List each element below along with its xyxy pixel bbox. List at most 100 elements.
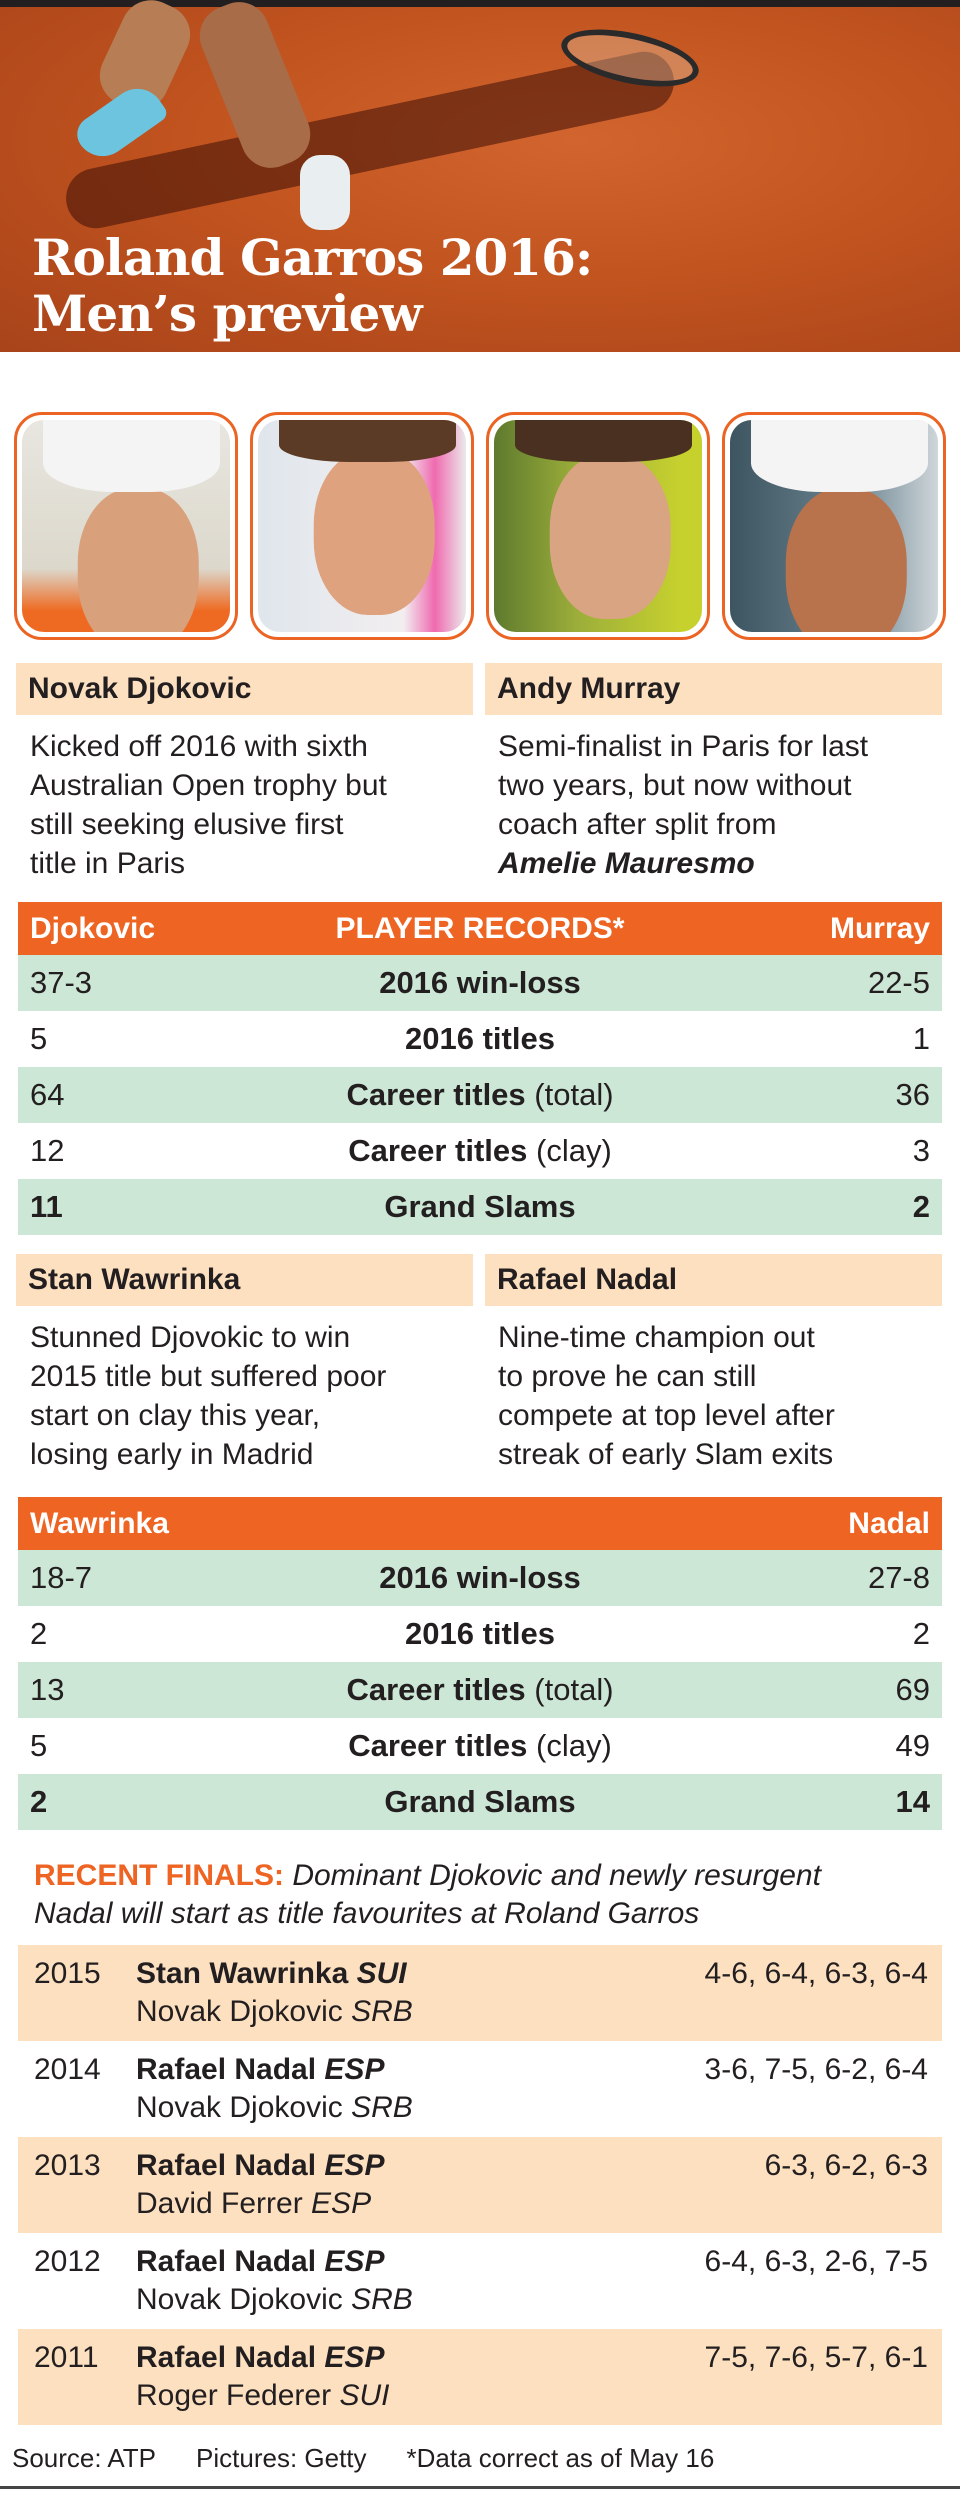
table-row: 12 Career titles (clay) 3 [18,1123,942,1179]
table-row: 37-3 2016 win-loss 22-5 [18,955,942,1011]
recent-finals-intro: RECENT FINALS: Dominant Djokovic and new… [34,1857,934,1933]
row-sublabel: (total) [525,1672,614,1707]
recent-finals-label: RECENT FINALS: [34,1859,284,1892]
final-score: 3-6, 7-5, 6-2, 6-4 [704,2053,928,2086]
left-value: 13 [30,1672,65,1707]
recent-finals-text: Dominant Djokovic and newly resurgent [284,1859,821,1892]
photo-djokovic [14,412,238,640]
top-bar [0,0,960,7]
left-value: 5 [30,1021,48,1056]
desc-line: compete at top level after [498,1399,835,1432]
player-desc-nadal: Nine-time champion out to prove he can s… [498,1318,835,1474]
loser-name: Roger Federer [136,2379,332,2412]
footer: Source: ATP Pictures: Getty *Data correc… [12,2443,714,2474]
header-title: PLAYER RECORDS* [335,911,625,945]
final-winner: Rafael Nadal ESP [136,2053,384,2087]
data-note: *Data correct as of May 16 [406,2443,715,2473]
left-value: 2 [30,1784,48,1819]
row-label: Grand Slams [384,1784,576,1819]
row-label: 2016 win-loss [379,965,581,1000]
pictures-credit: Pictures: Getty [196,2443,367,2473]
winner-country: ESP [324,2341,385,2374]
player-photos [14,412,946,640]
desc-line: Nine-time champion out [498,1321,815,1354]
loser-name: Novak Djokovic [136,2091,343,2124]
final-score: 7-5, 7-6, 5-7, 6-1 [704,2341,928,2374]
final-row: 2012 Rafael Nadal ESP Novak Djokovic SRB 6-… [18,2233,942,2329]
winner-country: ESP [324,2149,385,2182]
winner-name: Rafael Nadal [136,2053,317,2086]
desc-line: coach after split from [498,808,777,841]
player-desc-wawrinka: Stunned Djovokic to win 2015 title but s… [30,1318,386,1474]
desc-line: Australian Open trophy but [30,769,387,802]
records-header: Wawrinka Nadal [18,1497,942,1550]
table-row: 2 2016 titles 2 [18,1606,942,1662]
final-runner-up: Novak Djokovic SRB [136,2091,413,2125]
left-value: 37-3 [30,965,93,1000]
recent-finals-text: Nadal will start as title favourites at … [34,1897,700,1930]
right-value: 1 [912,1021,930,1056]
final-row: 2013 Rafael Nadal ESP David Ferrer ESP 6-3,… [18,2137,942,2233]
right-value: 27-8 [867,1560,930,1595]
player-records-table-1: Djokovic PLAYER RECORDS* Murray 37-3 2016… [18,902,942,1235]
left-value: 18-7 [30,1560,93,1595]
title-line: Men’s preview [32,284,423,343]
desc-line: losing early in Madrid [30,1438,314,1471]
final-winner: Rafael Nadal ESP [136,2149,384,2183]
winner-name: Stan Wawrinka [136,1957,349,1990]
table-row: 64 Career titles (total) 36 [18,1067,942,1123]
final-score: 4-6, 6-4, 6-3, 6-4 [704,1957,928,1990]
desc-line: to prove he can still [498,1360,757,1393]
table-row: 2 Grand Slams 14 [18,1774,942,1830]
player-name-wawrinka: Stan Wawrinka [16,1254,473,1306]
right-value: 3 [912,1133,930,1168]
row-label: 2016 win-loss [379,1560,581,1595]
loser-country: ESP [311,2187,372,2220]
table-row: 18-7 2016 win-loss 27-8 [18,1550,942,1606]
right-value: 22-5 [867,965,930,1000]
right-value: 36 [895,1077,930,1112]
final-winner: Rafael Nadal ESP [136,2245,384,2279]
header-right: Nadal [848,1506,930,1540]
photo-nadal [722,412,946,640]
winner-name: Rafael Nadal [136,2245,317,2278]
records-header: Djokovic PLAYER RECORDS* Murray [18,902,942,955]
photo-murray [250,412,474,640]
final-score: 6-4, 6-3, 2-6, 7-5 [704,2245,928,2278]
left-value: 2 [30,1616,48,1651]
player-records-table-2: Wawrinka Nadal 18-7 2016 win-loss 27-8 2 20… [18,1497,942,1830]
left-value: 5 [30,1728,48,1763]
desc-line: streak of early Slam exits [498,1438,834,1471]
row-label: Grand Slams [384,1189,576,1224]
player-shoe [300,155,350,230]
desc-line: Stunned Djovokic to win [30,1321,351,1354]
loser-name: David Ferrer [136,2187,303,2220]
final-runner-up: Novak Djokovic SRB [136,1995,413,2029]
row-label: 2016 titles [405,1021,555,1056]
right-value: 14 [895,1784,930,1819]
title-line: Roland Garros 2016: [32,228,593,287]
left-value: 64 [30,1077,65,1112]
desc-line: still seeking elusive first [30,808,344,841]
final-row: 2011 Rafael Nadal ESP Roger Federer SUI 7-5… [18,2329,942,2425]
player-desc-djokovic: Kicked off 2016 with sixth Australian Op… [30,727,387,883]
recent-finals-list: 2015 Stan Wawrinka SUI Novak Djokovic SRB 4… [18,1945,942,2425]
desc-line: 2015 title but suffered poor [30,1360,387,1393]
desc-line: Semi-finalist in Paris for last [498,730,869,763]
winner-name: Rafael Nadal [136,2341,317,2374]
left-value: 11 [30,1189,63,1224]
header-right: Murray [829,911,930,945]
winner-name: Rafael Nadal [136,2149,317,2182]
right-value: 2 [912,1616,930,1651]
right-value: 2 [912,1189,930,1224]
right-value: 69 [895,1672,930,1707]
final-score: 6-3, 6-2, 6-3 [764,2149,928,2182]
right-value: 49 [895,1728,930,1763]
final-runner-up: Roger Federer SUI [136,2379,389,2413]
final-winner: Rafael Nadal ESP [136,2341,384,2375]
table-row: 5 Career titles (clay) 49 [18,1718,942,1774]
final-year: 2013 [34,2149,101,2182]
source-credit: Source: ATP [12,2443,157,2473]
player-desc-murray: Semi-finalist in Paris for last two year… [498,727,868,883]
final-row: 2014 Rafael Nadal ESP Novak Djokovic SRB 3-… [18,2041,942,2137]
